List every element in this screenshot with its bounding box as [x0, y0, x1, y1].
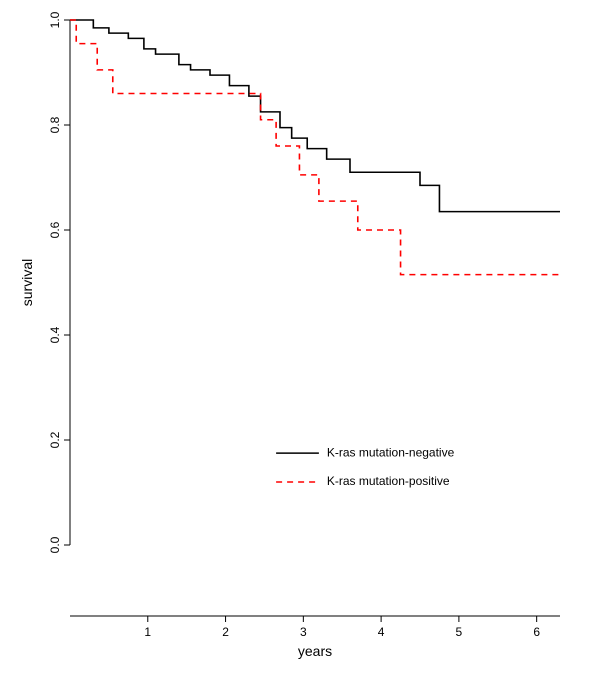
svg-text:1: 1: [144, 625, 151, 639]
svg-text:years: years: [298, 643, 332, 659]
svg-text:6: 6: [533, 625, 540, 639]
svg-text:2: 2: [222, 625, 229, 639]
svg-text:survival: survival: [19, 259, 35, 306]
svg-text:0.8: 0.8: [48, 116, 62, 133]
svg-text:0.2: 0.2: [48, 431, 62, 448]
svg-text:3: 3: [300, 625, 307, 639]
survival-chart-container: 0.0 0.2 0.4 0.6 0.8 1.0 1 2 3 4 5 6 years survival K-r…: [0, 0, 600, 674]
legend-label: K-ras mutation-positive: [327, 474, 450, 488]
svg-text:0.6: 0.6: [48, 221, 62, 238]
survival-chart-svg: 0.0 0.2 0.4 0.6 0.8 1.0 1 2 3 4 5 6 years survival K-r…: [0, 0, 600, 674]
legend-label: K-ras mutation-negative: [327, 445, 455, 459]
svg-text:5: 5: [456, 625, 463, 639]
svg-text:1.0: 1.0: [48, 11, 62, 28]
svg-text:4: 4: [378, 625, 385, 639]
svg-text:0.0: 0.0: [48, 536, 62, 553]
svg-text:0.4: 0.4: [48, 326, 62, 343]
